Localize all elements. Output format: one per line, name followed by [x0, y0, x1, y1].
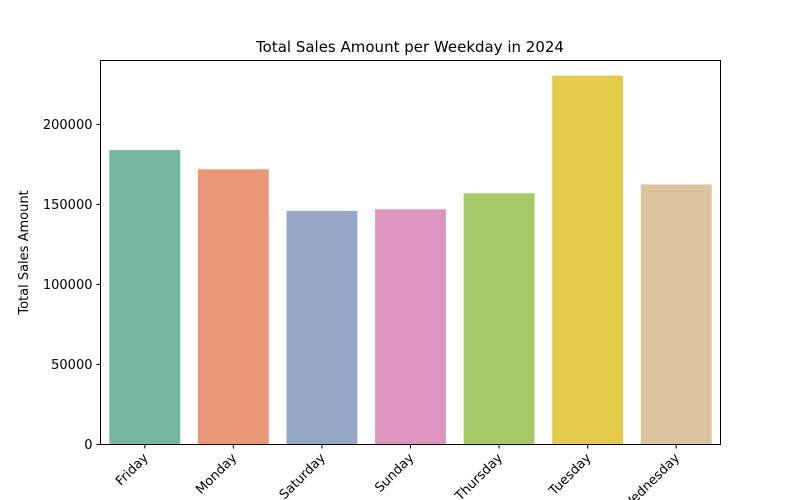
- plot-frame: [100, 60, 721, 445]
- y-axis-label: Total Sales Amount: [17, 190, 32, 315]
- x-axis-ticks: Friday Monday Saturday Sunday Thursday Tuesda…: [113, 444, 683, 500]
- x-tick-label: Saturday: [277, 451, 329, 500]
- x-tick-label: Sunday: [372, 451, 417, 496]
- y-tick-label: 50000: [51, 358, 92, 373]
- y-tick-label: 0: [84, 438, 92, 453]
- y-tick-label: 150000: [43, 198, 93, 213]
- y-tick-label: 200000: [43, 118, 93, 133]
- y-tick-label: 100000: [43, 278, 93, 293]
- bar-friday: [109, 150, 181, 445]
- y-axis-ticks: 0 50000 100000 150000 200000: [43, 118, 101, 453]
- bar-sunday: [375, 209, 446, 445]
- x-tick-label: Friday: [113, 451, 152, 490]
- bar-wednesday: [640, 184, 712, 445]
- chart-title: Total Sales Amount per Weekday in 2024: [255, 38, 564, 56]
- x-tick-label: Monday: [193, 451, 240, 498]
- bar-monday: [197, 169, 269, 445]
- x-tick-label: Tuesday: [546, 451, 595, 500]
- bar-tuesday: [552, 75, 624, 445]
- x-tick-label: Wednesday: [619, 451, 683, 500]
- bar-saturday: [286, 210, 358, 445]
- x-tick-label: Thursday: [452, 451, 506, 500]
- bar-thursday: [463, 193, 535, 445]
- bars: [109, 75, 712, 445]
